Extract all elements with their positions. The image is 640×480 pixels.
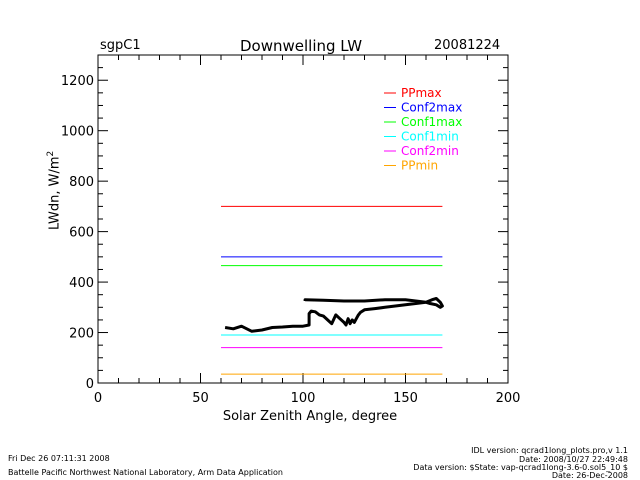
legend-label-conf2min: Conf2min	[401, 144, 459, 158]
date-label: 20081224	[434, 38, 501, 53]
y-tick-label: 600	[69, 226, 94, 241]
x-tick-label: 100	[291, 391, 316, 406]
chart-title: Downwelling LW	[240, 37, 363, 55]
x-tick-label: 0	[94, 391, 102, 406]
y-tick-label: 1000	[61, 125, 94, 140]
site-label: sgpC1	[100, 38, 141, 53]
y-tick-label: 800	[69, 175, 94, 190]
axes: 0 50 100 150 200 0 200 400 600 800 1000 1200	[61, 54, 521, 406]
data-series	[224, 297, 444, 333]
footer-data-version: Data version: $State: vap-qcrad1long-3.6…	[413, 463, 628, 472]
legend-label-ppmax: PPmax	[401, 86, 442, 100]
x-tick-label: 200	[496, 391, 521, 406]
legend-label-conf2max: Conf2max	[401, 101, 462, 115]
legend-label-ppmin: PPmin	[401, 159, 438, 173]
footer-data-date: Date: 26-Dec-2008	[551, 471, 628, 480]
footer-idl-version: IDL version: qcrad1long_plots.pro,v 1.1	[471, 446, 628, 455]
data-line	[224, 297, 444, 333]
y-tick-label: 400	[69, 276, 94, 291]
legend-label-conf1max: Conf1max	[401, 115, 462, 129]
x-tick-label: 150	[393, 391, 418, 406]
y-tick-label: 0	[86, 377, 94, 392]
legend-label-conf1min: Conf1min	[401, 130, 459, 144]
y-tick-label: 200	[69, 327, 94, 342]
legend: PPmaxConf2maxConf1maxConf1minConf2minPPm…	[384, 86, 462, 173]
limit-lines	[221, 205, 443, 375]
footer-timestamp: Fri Dec 26 07:11:31 2008	[8, 454, 110, 463]
y-tick-label: 1200	[61, 74, 94, 89]
x-tick-label: 50	[192, 391, 209, 406]
footer-lab: Battelle Pacific Northwest National Labo…	[8, 468, 283, 477]
x-axis-label: Solar Zenith Angle, degree	[223, 409, 397, 424]
footer-idl-date: Date: 2008/10/27 22:49:48	[519, 455, 628, 464]
